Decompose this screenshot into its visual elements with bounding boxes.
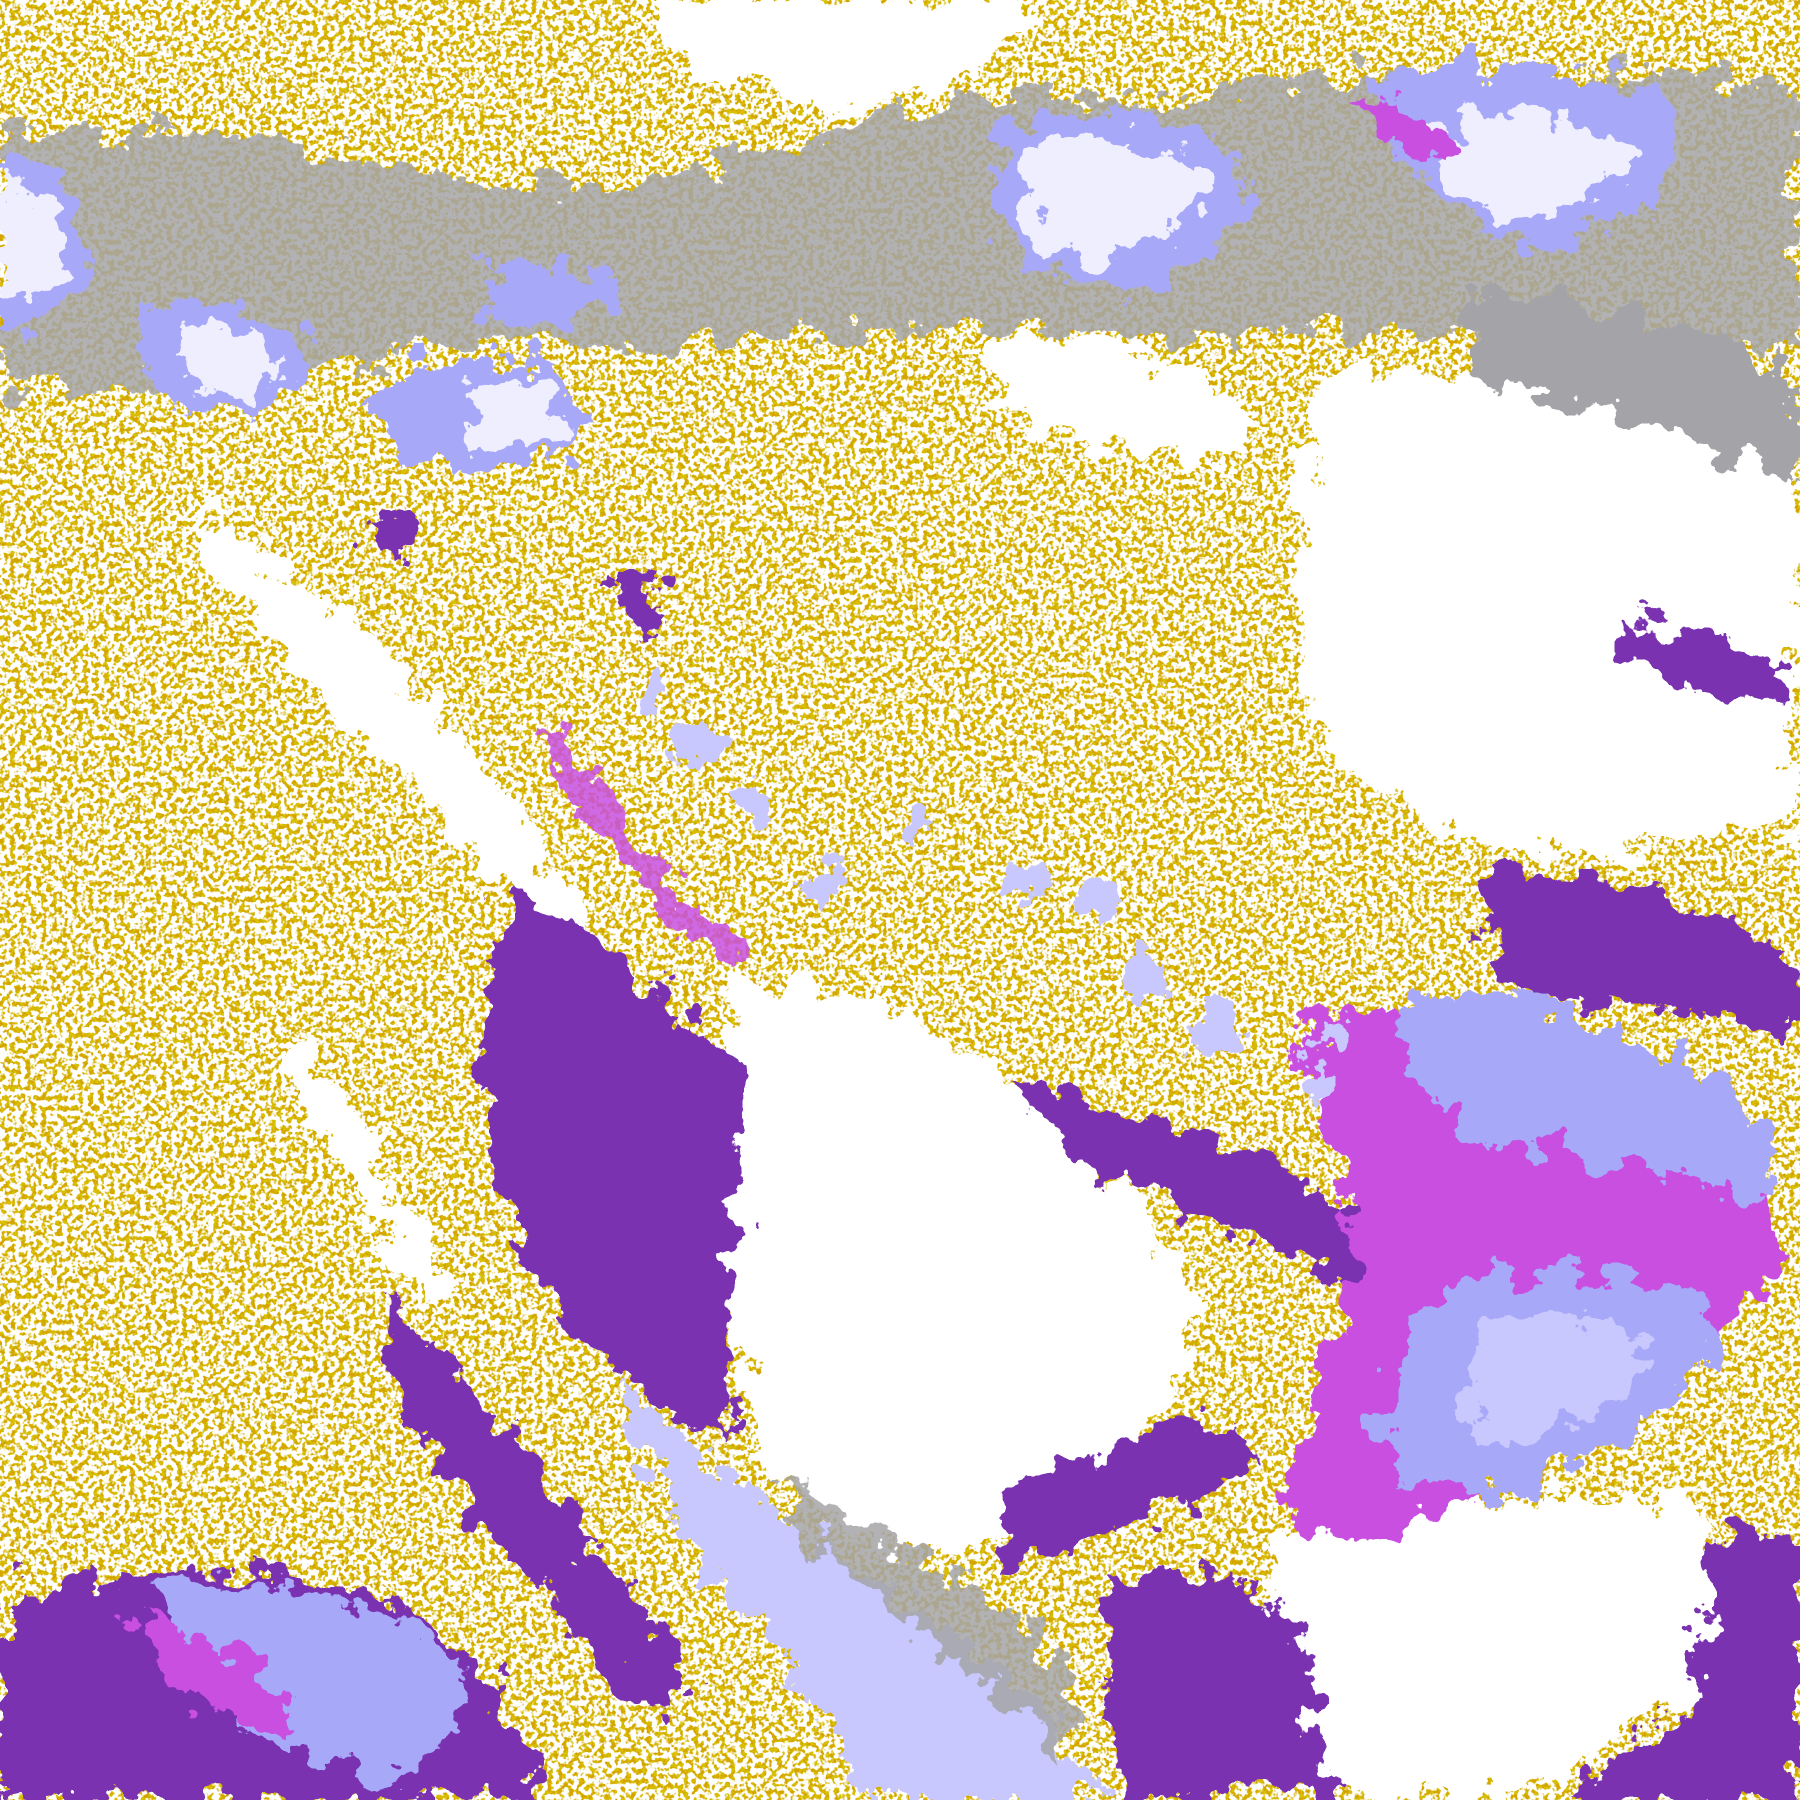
clear-area-west-coast bbox=[275, 1033, 460, 1309]
bottom-left-magenta bbox=[137, 1618, 299, 1725]
purple-region-south-coast bbox=[998, 1421, 1249, 1573]
magenta-streak-inland bbox=[539, 711, 747, 965]
cloud-cluster-north bbox=[482, 257, 620, 327]
purple-region-east bbox=[1480, 870, 1800, 1034]
scattered-cloud-cells bbox=[640, 675, 1353, 1109]
cloud-cluster-top-left-core bbox=[0, 183, 64, 305]
cloud-cell bbox=[1010, 860, 1057, 907]
cloud-cell bbox=[1290, 1072, 1328, 1109]
purple-patch-north bbox=[366, 515, 417, 555]
cloud-cluster-top-center-core bbox=[1020, 137, 1206, 265]
purple-region-bottom-right bbox=[1561, 1533, 1800, 1800]
cloud-cluster-west-2-core bbox=[468, 376, 569, 448]
clear-area-northeast bbox=[1296, 371, 1800, 856]
cloud-cell bbox=[679, 725, 721, 767]
pale-cloud-southeast bbox=[1468, 1315, 1654, 1447]
purple-patch-center bbox=[619, 584, 673, 635]
purple-band-central bbox=[1010, 1079, 1387, 1298]
cloud-cell bbox=[1310, 1018, 1353, 1060]
lavender-cloud-streak-south bbox=[619, 1377, 1103, 1800]
clear-area-southeast bbox=[1262, 1492, 1722, 1800]
lavender-cloud-east bbox=[1400, 996, 1780, 1194]
purple-region-far-east bbox=[1630, 619, 1791, 712]
cloud-cell bbox=[1081, 874, 1123, 917]
bottom-left-cloud bbox=[172, 1581, 466, 1780]
cloud-cell bbox=[904, 812, 933, 841]
cloud-cell bbox=[741, 787, 774, 820]
gray-cloud-streak-south bbox=[780, 1480, 1072, 1768]
clear-area-top bbox=[642, 0, 1034, 106]
cloud-cell bbox=[1191, 1007, 1243, 1059]
gray-cloud-right bbox=[1469, 296, 1800, 484]
clear-area-west-streak bbox=[183, 505, 597, 953]
purple-region-bottom-center bbox=[1102, 1570, 1332, 1800]
cloud-cell bbox=[1125, 952, 1171, 999]
purple-band-andes bbox=[481, 895, 740, 1435]
purple-band-southwest bbox=[378, 1285, 689, 1711]
gray-cloud-band-top bbox=[0, 66, 1800, 392]
clear-area-center-north bbox=[985, 339, 1263, 458]
cloud-cluster-top-right-core bbox=[1433, 114, 1631, 216]
cloud-cell bbox=[640, 675, 669, 703]
clear-area-continent-south bbox=[727, 981, 1193, 1550]
cloud-cell bbox=[808, 865, 845, 903]
magenta-spots-top-right bbox=[1354, 100, 1458, 154]
cloud-cluster-west-1-core bbox=[174, 324, 282, 397]
